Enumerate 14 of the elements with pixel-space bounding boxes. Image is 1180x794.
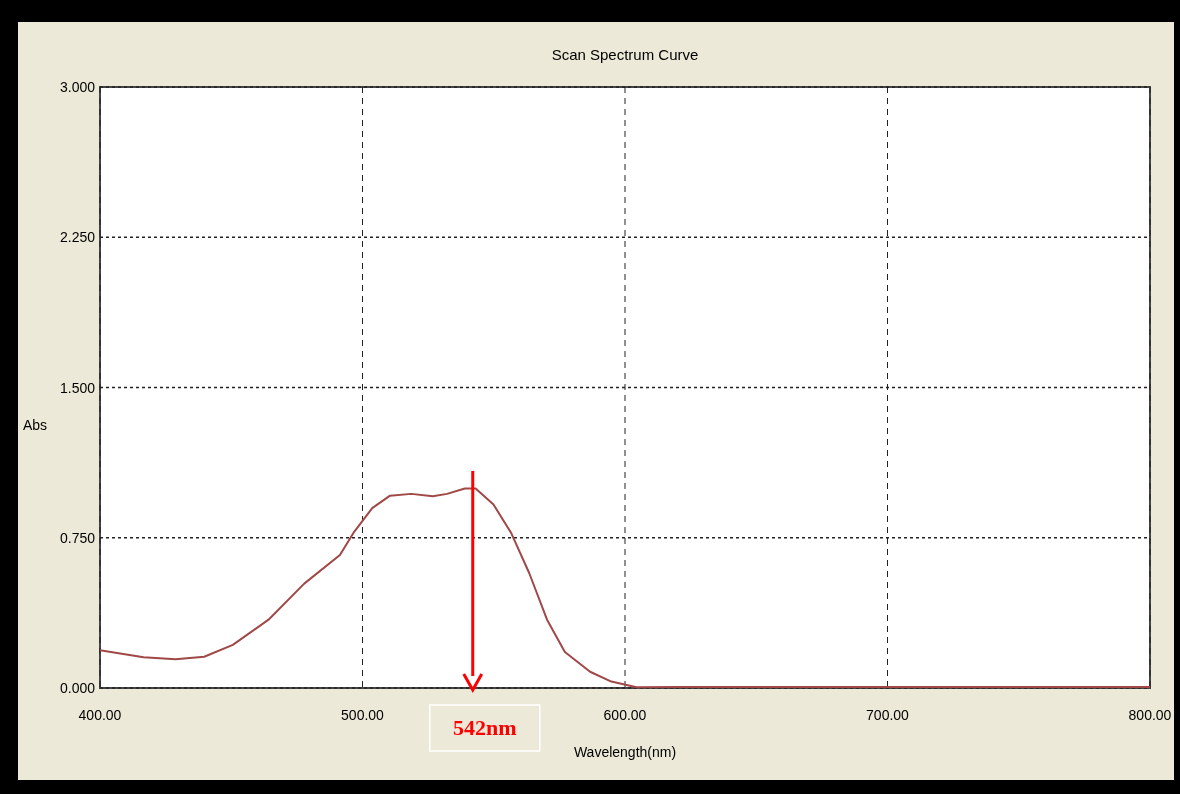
y-tick-label: 2.250 — [59, 229, 96, 246]
x-tick-label: 500.00 — [341, 707, 385, 723]
x-tick-label: 700.00 — [866, 707, 910, 723]
x-tick-label: 600.00 — [603, 707, 647, 723]
y-tick-label: 3.000 — [59, 79, 96, 95]
ref-line-label: 542nm — [452, 715, 517, 740]
x-tick-label: 400.00 — [78, 707, 122, 723]
y-axis-title: Abs — [22, 417, 48, 433]
y-tick-label: 0.000 — [59, 680, 96, 696]
chart-title: Scan Spectrum Curve — [551, 46, 699, 63]
x-axis-title: Wavelength(nm) — [573, 744, 677, 760]
x-tick-label: 800.00 — [1128, 707, 1172, 723]
y-tick-label: 1.500 — [59, 379, 96, 396]
y-tick-label: 0.750 — [59, 529, 96, 546]
